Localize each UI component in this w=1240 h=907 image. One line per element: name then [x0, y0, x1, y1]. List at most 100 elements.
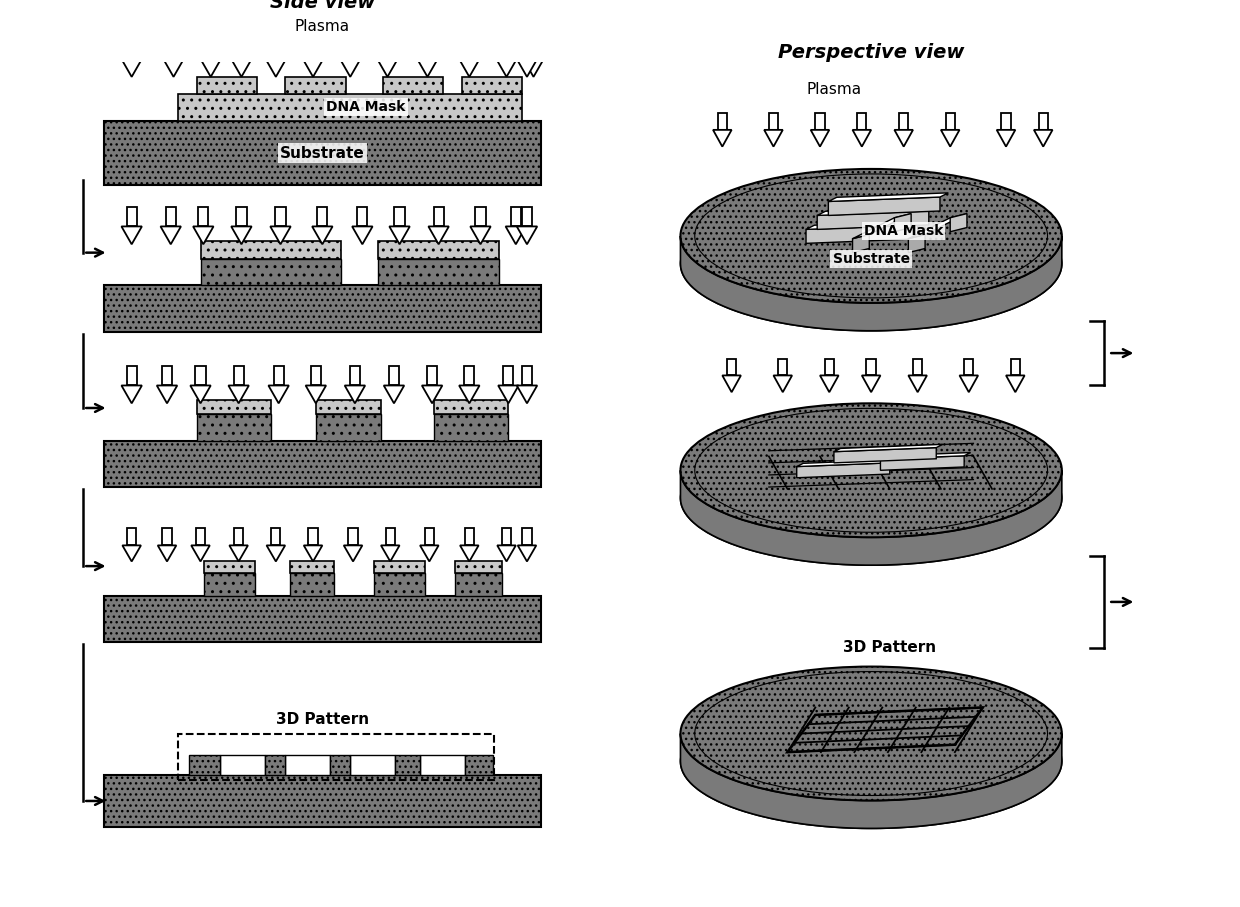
Polygon shape [828, 193, 949, 201]
Polygon shape [817, 211, 929, 229]
Polygon shape [517, 545, 536, 561]
Bar [718, 113, 727, 130]
Bar [317, 207, 327, 227]
Polygon shape [853, 213, 911, 239]
Bar [285, 77, 346, 93]
Polygon shape [764, 130, 782, 147]
Bar [205, 572, 255, 596]
Bar [290, 561, 335, 572]
Bar [373, 561, 424, 572]
Polygon shape [880, 456, 965, 471]
Bar [348, 528, 357, 545]
Bar [779, 358, 787, 375]
Bar [1002, 113, 1011, 130]
Polygon shape [909, 213, 967, 239]
Polygon shape [681, 236, 1061, 331]
Bar [198, 207, 208, 227]
Bar [196, 528, 205, 545]
Bar [311, 366, 321, 385]
Bar [475, 207, 486, 227]
Polygon shape [1034, 130, 1053, 147]
Bar [350, 366, 360, 385]
Polygon shape [304, 545, 322, 561]
Bar [179, 93, 522, 122]
Polygon shape [389, 227, 409, 244]
Bar [899, 113, 909, 130]
Bar [272, 528, 280, 545]
Polygon shape [497, 545, 516, 561]
Bar [104, 441, 541, 487]
Polygon shape [459, 59, 480, 77]
Polygon shape [459, 385, 480, 404]
Polygon shape [835, 444, 942, 452]
Bar [1011, 358, 1021, 375]
Bar [350, 755, 394, 775]
Polygon shape [894, 130, 913, 147]
Text: Plasma: Plasma [806, 83, 862, 97]
Bar [389, 366, 399, 385]
Polygon shape [381, 545, 399, 561]
Polygon shape [774, 375, 792, 392]
Text: Substrate: Substrate [832, 252, 910, 266]
Polygon shape [312, 227, 332, 244]
Bar [420, 755, 465, 775]
Polygon shape [164, 59, 184, 77]
Polygon shape [122, 385, 141, 404]
Bar [104, 775, 541, 826]
Polygon shape [228, 385, 249, 404]
Text: 3D Pattern: 3D Pattern [843, 640, 936, 656]
Polygon shape [193, 227, 213, 244]
Polygon shape [806, 220, 926, 229]
Bar [461, 77, 522, 93]
Bar [386, 528, 394, 545]
Bar [237, 207, 247, 227]
Polygon shape [835, 448, 936, 463]
Polygon shape [417, 59, 438, 77]
Polygon shape [517, 227, 537, 244]
Bar [394, 207, 404, 227]
Polygon shape [190, 385, 211, 404]
Polygon shape [817, 207, 937, 216]
Bar [867, 358, 875, 375]
Polygon shape [853, 235, 869, 253]
Bar [502, 528, 511, 545]
Polygon shape [122, 227, 141, 244]
Bar [434, 400, 508, 414]
Polygon shape [909, 235, 925, 253]
Bar [190, 755, 219, 775]
Polygon shape [681, 734, 1061, 828]
Polygon shape [123, 545, 141, 561]
Polygon shape [191, 545, 210, 561]
Polygon shape [828, 197, 940, 216]
Polygon shape [1006, 375, 1024, 392]
Polygon shape [713, 130, 732, 147]
Bar [285, 755, 330, 775]
Polygon shape [797, 463, 890, 478]
Bar [205, 561, 255, 572]
Bar [357, 207, 367, 227]
Polygon shape [460, 545, 479, 561]
Polygon shape [894, 213, 911, 231]
Text: DNA Mask: DNA Mask [864, 224, 944, 239]
Polygon shape [517, 385, 537, 404]
Polygon shape [340, 59, 361, 77]
Ellipse shape [681, 431, 1061, 565]
Bar [522, 40, 532, 59]
Bar [104, 122, 541, 185]
Polygon shape [498, 385, 518, 404]
Bar [196, 366, 206, 385]
Polygon shape [496, 59, 517, 77]
Polygon shape [352, 227, 372, 244]
Polygon shape [270, 227, 290, 244]
Ellipse shape [681, 695, 1061, 828]
Bar [308, 40, 319, 59]
Bar [857, 113, 867, 130]
Bar [330, 755, 350, 775]
Bar [522, 366, 532, 385]
Bar [825, 358, 835, 375]
Bar [126, 40, 136, 59]
Text: Perspective view: Perspective view [777, 43, 965, 62]
Bar [197, 77, 257, 93]
Polygon shape [231, 227, 252, 244]
Bar [197, 400, 272, 414]
